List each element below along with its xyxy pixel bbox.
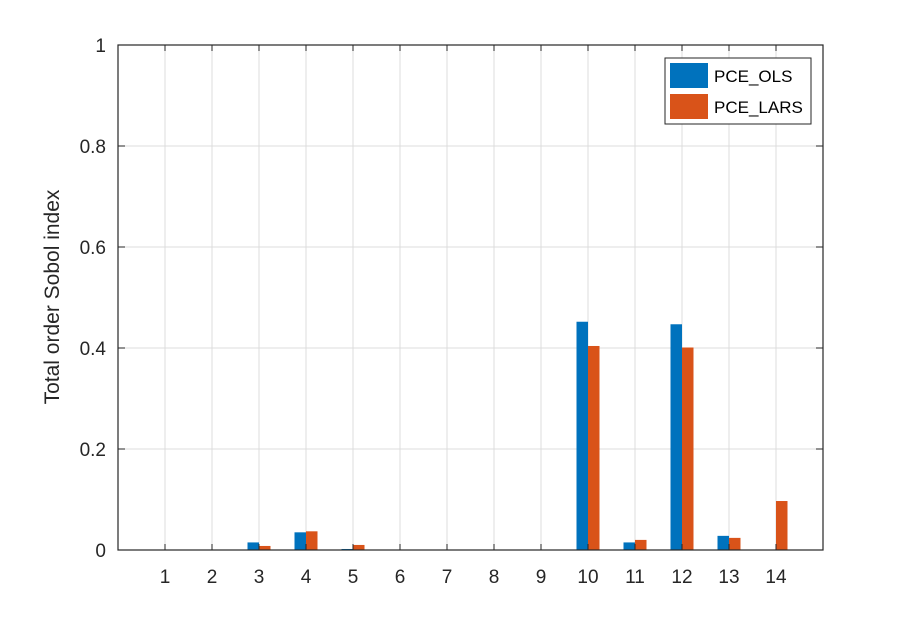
axis-ticks (118, 44, 823, 551)
y-tick-label: 0.8 (80, 137, 106, 158)
bar-pce-ols-13 (717, 535, 729, 550)
x-tick-label: 10 (577, 567, 598, 588)
bar-pce-lars-10 (588, 345, 600, 550)
plot-background (118, 45, 823, 550)
legend-label-pce-lars: PCE_LARS (714, 98, 803, 117)
x-tick-label: 4 (301, 567, 312, 588)
bar-pce-ols-10 (576, 321, 588, 550)
x-tick-label: 5 (348, 567, 359, 588)
y-tick-label: 0.2 (80, 440, 106, 461)
legend-label-pce-ols: PCE_OLS (714, 67, 792, 86)
x-tick-label: 7 (442, 567, 453, 588)
bar-pce-lars-3 (259, 545, 271, 550)
y-tick-label: 0 (95, 541, 106, 562)
x-tick-label: 13 (718, 567, 739, 588)
y-tick-label: 0.6 (80, 238, 106, 259)
y-tick-label: 0.4 (80, 339, 107, 360)
x-tick-label: 6 (395, 567, 406, 588)
x-tick-label: 12 (671, 567, 692, 588)
legend-swatch-pce-lars (670, 94, 708, 119)
bar-pce-lars-4 (306, 531, 318, 550)
x-tick-label: 14 (765, 567, 787, 588)
x-tick-label: 1 (160, 567, 171, 588)
y-axis-title: Total order Sobol index (41, 189, 64, 404)
y-tick-labels: 0 0.2 0.4 0.6 0.8 1 (80, 36, 107, 562)
x-tick-label: 9 (536, 567, 547, 588)
x-tick-label: 11 (625, 567, 645, 588)
bar-pce-lars-14 (776, 501, 788, 550)
bar-pce-lars-5 (353, 544, 365, 550)
bar-pce-ols-4 (294, 532, 306, 550)
bar-pce-ols-3 (247, 542, 259, 550)
x-tick-label: 8 (489, 567, 500, 588)
x-tick-label: 2 (207, 567, 218, 588)
bar-pce-lars-11 (635, 539, 647, 550)
x-tick-label: 3 (254, 567, 265, 588)
legend: PCE_OLS PCE_LARS (664, 57, 812, 125)
x-tick-labels: 1 2 3 4 5 6 7 8 9 10 11 12 13 14 (160, 567, 787, 588)
plot-frame (117, 44, 824, 551)
bar-pce-ols-11 (623, 542, 635, 550)
bar-pce-lars-12 (682, 347, 694, 550)
y-tick-label: 1 (95, 36, 106, 57)
legend-swatch-pce-ols (670, 63, 708, 88)
bar-pce-ols-12 (670, 324, 682, 550)
bar-pce-lars-13 (729, 537, 741, 550)
bars-group (247, 321, 788, 550)
